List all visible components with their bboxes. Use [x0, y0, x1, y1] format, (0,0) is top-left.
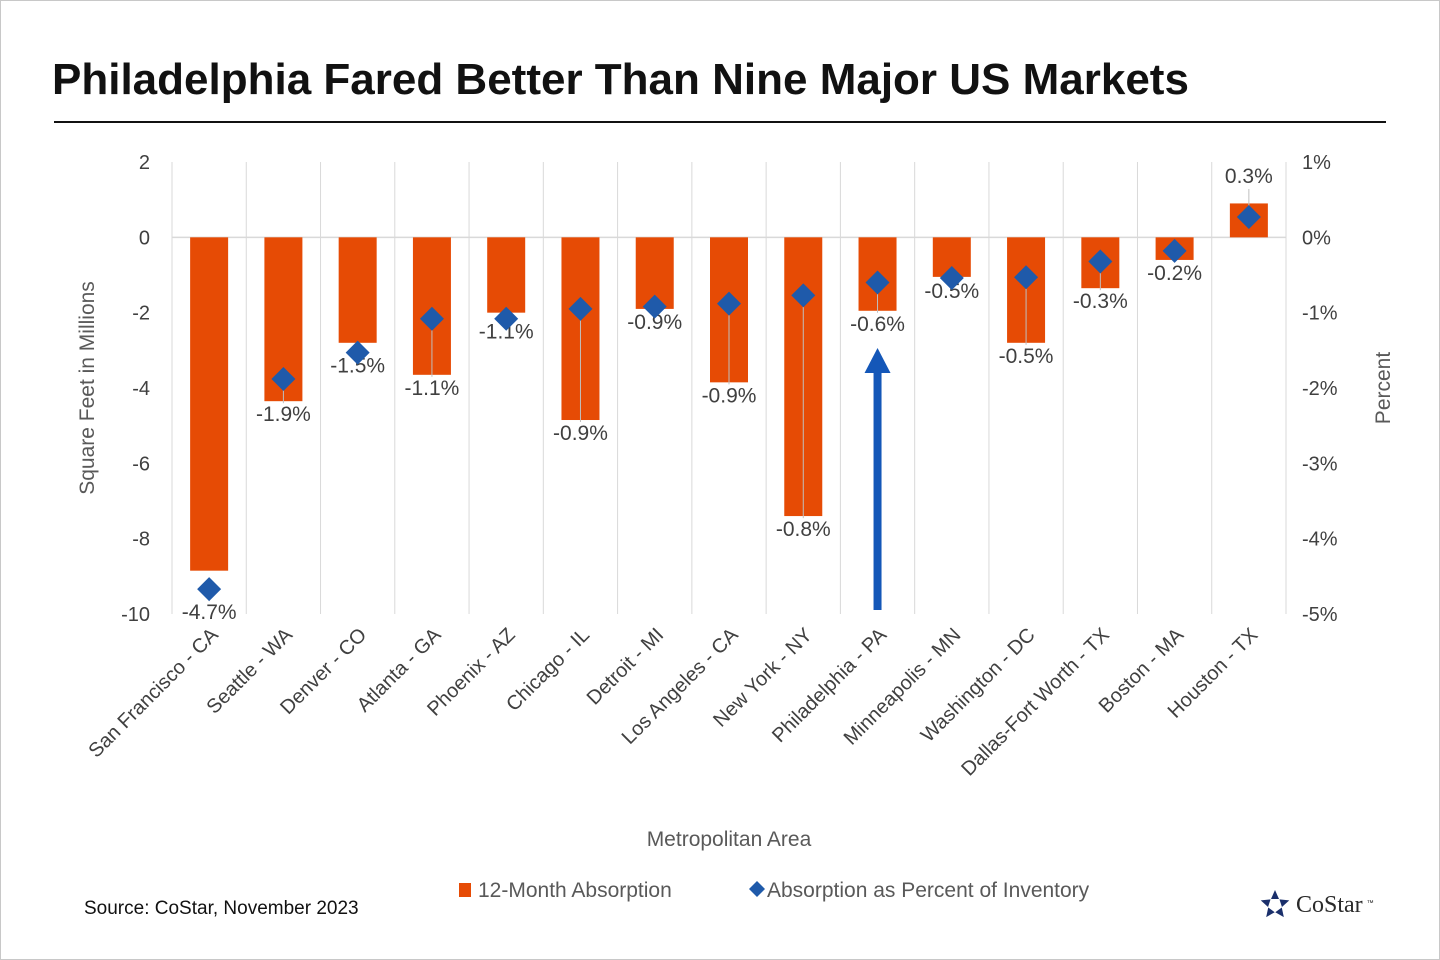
y-tick-label: 2: [139, 152, 150, 174]
bar-absorption: [487, 237, 526, 313]
data-label-percent: -4.7%: [182, 601, 237, 624]
data-label-percent: -0.5%: [924, 280, 979, 303]
data-label-percent: -0.9%: [702, 384, 757, 407]
y2-tick-label: -1%: [1302, 303, 1338, 325]
legend-label-bar: 12-Month Absorption: [478, 879, 672, 902]
marker-percent-inventory: [419, 306, 444, 331]
data-label-percent: -1.5%: [330, 355, 385, 378]
costar-logo: CoStar ™: [1258, 888, 1374, 922]
y2-tick-label: -4%: [1302, 529, 1338, 551]
y2-tick-label: -3%: [1302, 453, 1338, 475]
marker-percent-inventory: [345, 340, 370, 365]
marker-percent-inventory: [865, 270, 890, 295]
marker-percent-inventory: [197, 577, 222, 602]
data-label-percent: -1.9%: [256, 403, 311, 426]
logo-trademark: ™: [1366, 900, 1374, 907]
y2-tick-label: 0%: [1302, 227, 1331, 249]
data-label-percent: -0.6%: [850, 313, 905, 336]
legend-swatch-bar: [459, 883, 471, 897]
data-label-percent: -0.5%: [999, 345, 1054, 368]
y-tick-label: -10: [121, 604, 150, 626]
data-label-percent: -0.9%: [553, 422, 608, 445]
marker-percent-inventory: [791, 283, 816, 308]
title-divider: [54, 121, 1386, 123]
logo-wordmark: CoStar: [1296, 891, 1363, 918]
marker-percent-inventory: [1236, 204, 1261, 229]
y2-tick-label: 1%: [1302, 152, 1331, 174]
data-label-percent: -0.3%: [1073, 290, 1128, 313]
data-label-percent: -0.8%: [776, 518, 831, 541]
y-tick-label: -2: [132, 303, 150, 325]
x-category-label: San Francisco - CA: [85, 624, 224, 763]
y-axis-title: Square Feet in Millions: [76, 281, 99, 495]
y-tick-label: -6: [132, 453, 150, 475]
y2-tick-label: -2%: [1302, 378, 1338, 400]
marker-percent-inventory: [568, 296, 593, 321]
y-tick-label: -4: [132, 378, 150, 400]
legend-label-marker: Absorption as Percent of Inventory: [767, 879, 1090, 902]
y-tick-label: -8: [132, 529, 150, 551]
marker-percent-inventory: [717, 291, 741, 316]
y-tick-label: 0: [139, 227, 150, 249]
data-label-percent: -0.9%: [627, 311, 682, 334]
marker-percent-inventory: [1088, 249, 1113, 274]
x-axis-title: Metropolitan Area: [647, 828, 812, 851]
annotation-arrow-head: [864, 348, 891, 373]
marker-percent-inventory: [939, 266, 964, 291]
marker-percent-inventory: [1162, 238, 1187, 263]
data-label-percent: -1.1%: [479, 321, 534, 344]
data-label-percent: -1.1%: [405, 377, 460, 400]
marker-percent-inventory: [642, 294, 667, 319]
marker-percent-inventory: [271, 366, 296, 391]
data-label-percent: -0.2%: [1147, 262, 1202, 285]
bar-absorption: [190, 237, 229, 571]
marker-percent-inventory: [494, 306, 519, 331]
legend-swatch-marker: [749, 881, 765, 897]
y2-axis-title: Percent: [1372, 352, 1395, 425]
data-label-percent: 0.3%: [1225, 165, 1273, 188]
costar-star-icon: [1260, 890, 1290, 918]
bar-absorption: [338, 237, 377, 343]
y2-tick-label: -5%: [1302, 604, 1338, 626]
chart-title: Philadelphia Fared Better Than Nine Majo…: [52, 55, 1189, 104]
x-category-label: Dallas-Fort Worth - TX: [957, 624, 1113, 780]
source-note: Source: CoStar, November 2023: [84, 898, 359, 919]
marker-percent-inventory: [1014, 265, 1039, 290]
